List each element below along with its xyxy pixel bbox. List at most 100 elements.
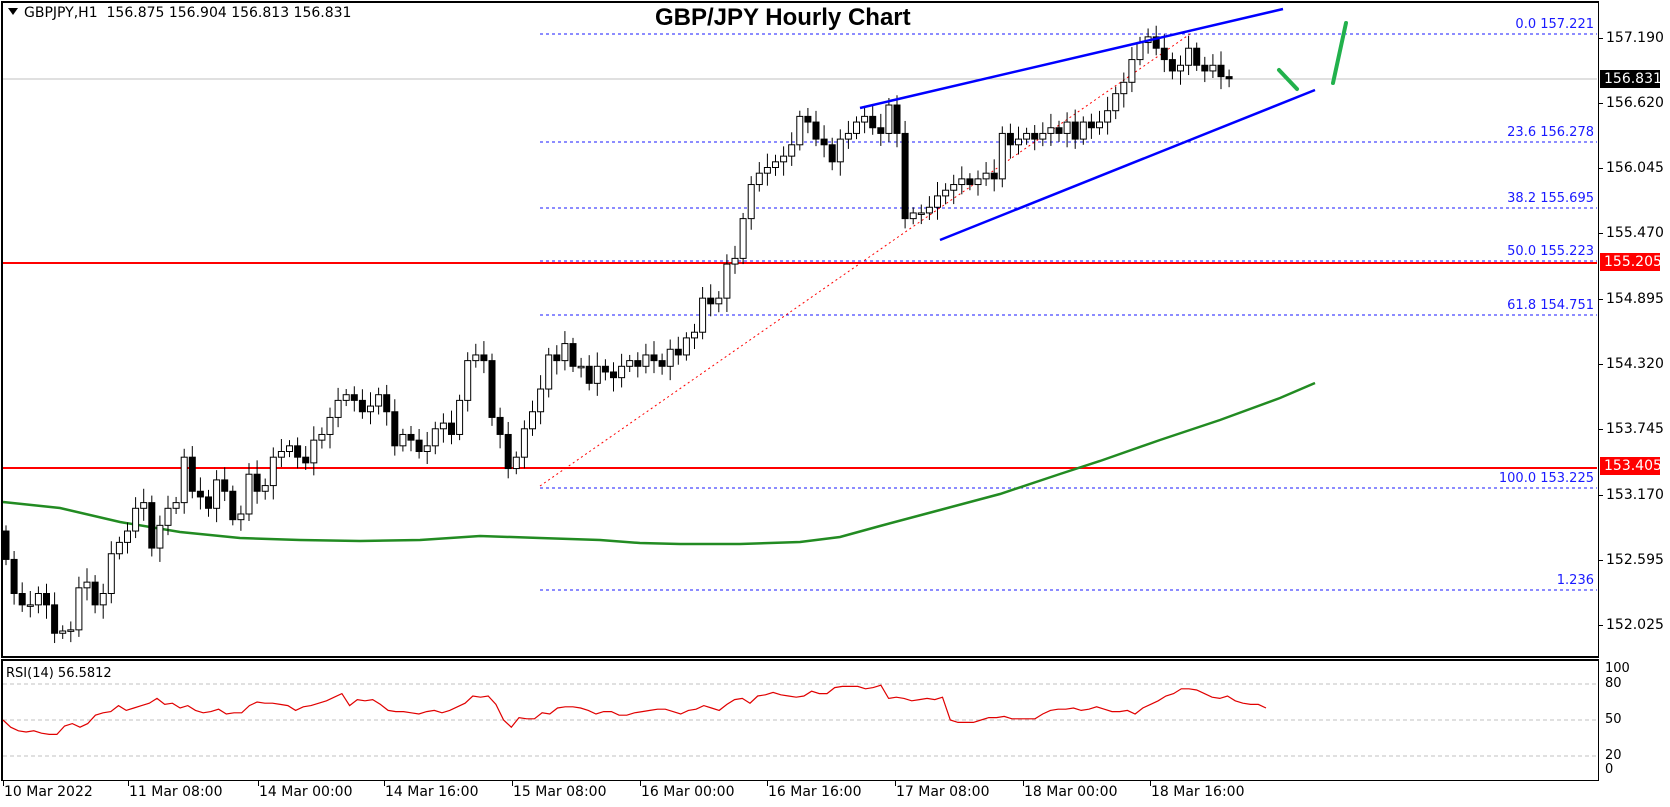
candle-body xyxy=(731,257,739,265)
upside-arrow-icon xyxy=(1331,21,1348,85)
rsi-axis-label: 20 xyxy=(1605,748,1622,763)
price-axis-label: 156.045 xyxy=(1606,160,1664,177)
time-axis-label: 16 Mar 00:00 xyxy=(641,784,735,800)
candle-body xyxy=(780,155,788,163)
candle-body xyxy=(1015,138,1022,146)
main-chart-panel[interactable] xyxy=(1,1,1599,658)
candle-body xyxy=(423,445,431,453)
fib-trend-line xyxy=(539,33,1191,487)
price-tick xyxy=(1598,624,1603,626)
candle-body xyxy=(286,445,293,453)
rsi-panel[interactable] xyxy=(1,659,1599,781)
candle-body xyxy=(982,172,990,180)
candle-body xyxy=(1023,132,1031,140)
candle-body xyxy=(172,502,180,509)
candle-body xyxy=(51,604,59,634)
candle-body xyxy=(804,115,812,123)
candle-body xyxy=(261,485,269,492)
candle-body xyxy=(180,456,188,504)
candle-body xyxy=(213,479,221,509)
candle-body xyxy=(188,456,196,492)
fib-level-label: 100.0 153.225 xyxy=(1498,471,1594,486)
candle-body xyxy=(375,394,383,407)
collapse-triangle-icon[interactable] xyxy=(8,8,18,15)
candle-body xyxy=(974,178,982,186)
candle-body xyxy=(350,394,358,401)
candle-body xyxy=(707,297,715,305)
candle-body xyxy=(691,331,698,339)
candle-body xyxy=(788,144,796,157)
candle-body xyxy=(1063,121,1071,134)
candle-body xyxy=(115,541,123,555)
candle-body xyxy=(699,297,707,333)
candle-body xyxy=(391,411,399,447)
chart-title: GBP/JPY Hourly Chart xyxy=(655,4,911,31)
price-axis-label: 153.170 xyxy=(1606,486,1664,503)
candle-body xyxy=(10,558,18,595)
candle-body xyxy=(1055,127,1063,134)
candle-body xyxy=(593,365,601,384)
ohlc-values: 156.875 156.904 156.813 156.831 xyxy=(106,5,352,21)
candle-body xyxy=(893,104,901,134)
candle-body xyxy=(367,405,374,413)
candle-body xyxy=(439,422,447,430)
candle-body xyxy=(164,507,172,526)
candle-body xyxy=(885,104,893,134)
candle-body xyxy=(950,184,958,191)
pullback-arrow-icon xyxy=(1277,68,1299,91)
candle-body xyxy=(334,399,342,418)
candle-body xyxy=(917,212,925,215)
time-tick xyxy=(1023,781,1024,786)
candle-body xyxy=(221,479,229,492)
candle-body xyxy=(925,206,933,214)
candle-body xyxy=(820,138,828,146)
price-axis-label: 157.190 xyxy=(1606,30,1664,46)
candle-body xyxy=(229,490,237,521)
candle-body xyxy=(966,178,974,186)
candle-body xyxy=(909,212,917,220)
candle-body xyxy=(472,354,480,362)
price-tick xyxy=(1598,429,1603,431)
candle-body xyxy=(520,428,528,458)
candle-body xyxy=(666,348,674,367)
candle-body xyxy=(34,593,42,606)
time-tick xyxy=(384,781,385,786)
candle-body xyxy=(601,365,609,373)
candle-body xyxy=(269,456,277,487)
candle-body xyxy=(861,115,869,123)
moving-average-line xyxy=(2,381,1316,546)
candle-body xyxy=(310,439,318,464)
candle-body xyxy=(1160,47,1168,61)
candle-body xyxy=(488,360,496,418)
time-tick xyxy=(128,781,129,786)
price-tick xyxy=(1598,168,1603,170)
price-tick xyxy=(1598,364,1603,366)
candle-body xyxy=(18,593,26,606)
candle-body xyxy=(124,530,131,543)
fib-level-label: 0.0 157.221 xyxy=(1515,17,1594,32)
channel-lower-line xyxy=(939,88,1316,242)
candle-body xyxy=(1168,59,1176,72)
time-axis-label: 18 Mar 00:00 xyxy=(1024,784,1118,800)
resistance-price-box: 155.205 xyxy=(1600,253,1662,271)
candle-body xyxy=(1152,36,1160,49)
time-tick xyxy=(3,781,4,786)
candle-body xyxy=(1136,42,1144,61)
candle-body xyxy=(1104,110,1112,123)
candle-body xyxy=(1128,59,1136,83)
candle-body xyxy=(545,354,553,390)
candle-body xyxy=(869,115,877,129)
candle-body xyxy=(107,553,115,595)
fib-level-label: 61.8 154.751 xyxy=(1507,298,1594,313)
candle-body xyxy=(148,502,156,549)
candle-body xyxy=(958,178,966,186)
candle-body xyxy=(358,399,366,413)
price-tick xyxy=(1598,559,1603,561)
candle-body xyxy=(294,445,302,458)
time-tick xyxy=(258,781,259,786)
candle-body xyxy=(504,433,512,470)
candle-body xyxy=(942,189,950,197)
candle-body xyxy=(626,360,634,367)
candle-body xyxy=(585,365,593,384)
